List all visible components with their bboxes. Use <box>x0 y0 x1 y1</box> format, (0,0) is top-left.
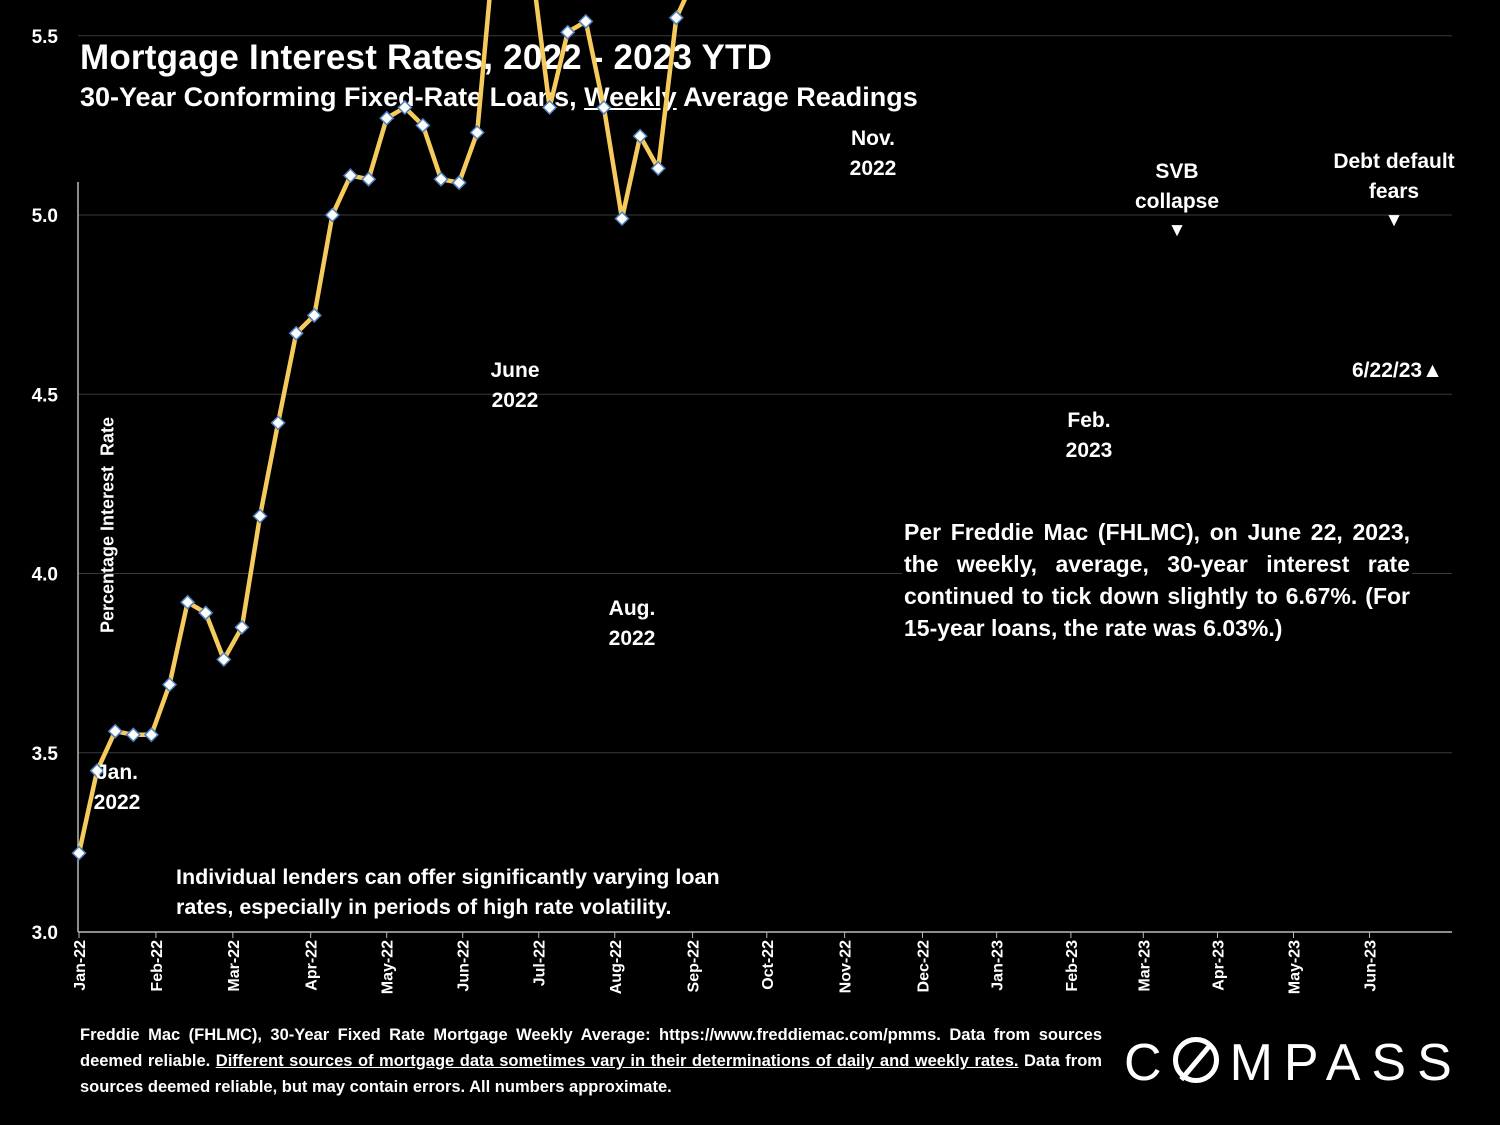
data-point-21 <box>451 175 467 191</box>
x-tick-labels: Jan-22 Feb-22 Mar-22 Apr-22 May-22 Jun-22 Jul-… <box>72 940 1380 994</box>
data-point-10 <box>252 508 268 524</box>
x-tick-label-May-23: May-23 <box>1287 940 1304 994</box>
x-tick-label-Oct-22: Oct-22 <box>760 940 777 990</box>
x-tick-label-Jul-22: Jul-22 <box>532 940 549 986</box>
rate-summary-note: Per Freddie Mac (FHLMC), on June 22, 202… <box>902 512 1412 648</box>
x-tick-label-Apr-23: Apr-23 <box>1210 940 1227 991</box>
annotation-aug-2022: Aug. 2022 <box>608 597 656 650</box>
data-point-33 <box>668 10 684 26</box>
x-tick-label-Feb-23: Feb-23 <box>1064 940 1081 992</box>
svb-arrow-icon: ▼ <box>1167 220 1187 241</box>
series-group <box>71 0 687 861</box>
axes <box>77 182 1452 938</box>
data-point-3 <box>125 727 141 743</box>
footer-reliability-text: Data from sources deemed reliable. <box>80 1026 1102 1070</box>
data-point-26 <box>542 99 558 116</box>
data-point-22 <box>469 124 485 141</box>
x-tick-label-Apr-22: Apr-22 <box>304 940 321 991</box>
subtitle-part-2: Average Readings <box>676 82 918 112</box>
lender-variance-note: Individual lenders can offer significant… <box>176 865 720 919</box>
y-tick-label-3.0: 3.0 <box>32 923 58 944</box>
compass-logo: C MPASS <box>1124 1033 1463 1093</box>
x-tick-label-Aug-22: Aug-22 <box>608 940 625 994</box>
footer-underlined-text: Different sources of mortgage data somet… <box>215 1052 1019 1070</box>
data-point-2 <box>107 723 123 739</box>
x-tick-label-May-22: May-22 <box>380 940 397 994</box>
data-point-11 <box>270 415 286 431</box>
x-tick-label-Sep-22: Sep-22 <box>686 940 703 993</box>
annotation-june-2022: June 2022 <box>490 359 540 412</box>
y-tick-label-4.5: 4.5 <box>32 385 59 406</box>
data-point-19 <box>415 117 431 133</box>
data-point-20 <box>433 171 449 187</box>
y-tick-label-4.0: 4.0 <box>32 565 58 586</box>
x-tick-label-Dec-22: Dec-22 <box>915 940 932 993</box>
data-point-7 <box>198 605 214 621</box>
y-axis-label: Percentage Interest Rate <box>97 416 118 634</box>
data-point-16 <box>361 171 377 187</box>
data-point-32 <box>650 160 666 176</box>
data-point-0 <box>71 845 87 861</box>
x-tick-label-Jun-23: Jun-23 <box>1363 940 1380 992</box>
data-point-9 <box>234 619 250 635</box>
subtitle-part-1: 30-Year Conforming Fixed-Rate Loans, <box>80 82 585 112</box>
data-point-1 <box>89 763 105 779</box>
chart-subtitle: 30-Year Conforming Fixed-Rate Loans, Wee… <box>80 82 918 113</box>
x-tick-label-Mar-22: Mar-22 <box>226 940 243 992</box>
x-tick-label-Nov-22: Nov-22 <box>838 940 855 993</box>
data-point-4 <box>143 727 159 743</box>
logo-o-icon <box>1172 1037 1219 1083</box>
annotation-svb-collapse: SVB collapse <box>1134 160 1220 213</box>
data-point-30 <box>614 211 630 227</box>
footer-source-line: Freddie Mac (FHLMC), 30-Year Fixed Rate … <box>80 1026 941 1044</box>
data-point-28 <box>578 13 594 29</box>
x-tick-label-Jan-22: Jan-22 <box>72 940 89 991</box>
y-tick-label-5.0: 5.0 <box>32 206 58 227</box>
chart-title: Mortgage Interest Rates, 2022 - 2023 YTD <box>80 38 773 77</box>
data-point-15 <box>342 168 359 184</box>
footer-disclaimer-text: Data from sources deemed reliable, but m… <box>80 1052 1102 1096</box>
data-point-18 <box>397 99 413 116</box>
data-point-17 <box>379 110 395 126</box>
y-tick-label-5.5: 5.5 <box>32 27 59 48</box>
series-line <box>76 0 687 854</box>
x-tick-label-Jun-22: Jun-22 <box>456 940 473 992</box>
annotation-jan-2022: Jan. 2022 <box>93 761 141 814</box>
source-footer: Freddie Mac (FHLMC), 30-Year Fixed Rate … <box>80 1022 1102 1100</box>
x-tick-label-Mar-23: Mar-23 <box>1136 940 1153 992</box>
y-tick-label-3.5: 3.5 <box>32 744 59 765</box>
x-tick-label-Feb-22: Feb-22 <box>149 940 166 992</box>
logo-letter-c: C <box>1124 1034 1173 1092</box>
data-point-27 <box>560 24 576 40</box>
logo-letters-mpass: MPASS <box>1229 1034 1463 1092</box>
annotation-feb-2023: Feb. 2023 <box>1065 409 1113 462</box>
annotation-debt-default-fears: Debt default fears <box>1333 150 1455 203</box>
data-point-14 <box>324 207 340 223</box>
data-point-5 <box>161 677 178 693</box>
y-tick-labels: 3.03.54.04.55.05.56.06.57.0 <box>32 27 59 944</box>
data-point-13 <box>306 307 322 323</box>
x-tick-label-Jan-23: Jan-23 <box>990 940 1007 991</box>
debt-arrow-icon: ▼ <box>1384 210 1404 231</box>
data-point-6 <box>180 594 196 610</box>
annotation-last-date: 6/22/23▲ <box>1352 359 1443 382</box>
data-point-12 <box>288 325 304 341</box>
data-point-31 <box>632 128 648 144</box>
annotation-nov-2022: Nov. 2022 <box>849 127 897 180</box>
data-point-29 <box>596 99 612 116</box>
data-point-8 <box>216 651 232 668</box>
